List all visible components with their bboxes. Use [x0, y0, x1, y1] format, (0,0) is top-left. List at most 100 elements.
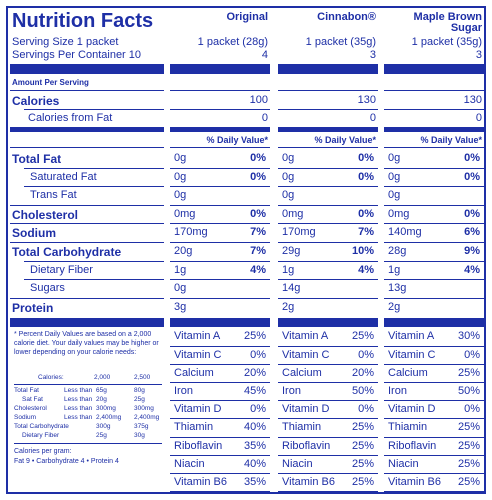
- vitamin-percent: 20%: [243, 366, 266, 379]
- separator-bar: [278, 318, 378, 328]
- vitamin-percent: 35%: [243, 476, 266, 488]
- divider-line: [384, 223, 484, 225]
- divider-line: [170, 242, 270, 243]
- foot-table-cell: 30g: [134, 432, 145, 440]
- divider-line: [384, 473, 484, 474]
- divider-line: [278, 147, 378, 148]
- calories-fat-value: 0: [261, 112, 268, 124]
- divider-line: [24, 167, 164, 169]
- nutrition-facts-panel: Nutrition Facts Serving Size 1 packet Se…: [6, 6, 486, 494]
- daily-value-header: % Daily Value*: [206, 135, 268, 145]
- nutrient-amount: 13g: [388, 282, 407, 295]
- divider-line: [278, 109, 378, 110]
- servings-per-container: Servings Per Container 10: [12, 49, 142, 61]
- nutrient-amount: 0mg: [388, 207, 410, 220]
- vitamin-percent: 25%: [457, 476, 480, 488]
- divider-line: [10, 297, 164, 299]
- vitamin-label: Vitamin B6: [174, 476, 227, 488]
- divider-line: [170, 109, 270, 110]
- vitamin-percent: 50%: [457, 385, 480, 397]
- divider-line: [170, 204, 270, 206]
- amount-per-serving: Amount Per Serving: [12, 78, 89, 87]
- column-header-maple: Maple Brown Sugar: [413, 11, 482, 34]
- divider-line: [278, 454, 378, 456]
- vitamin-label: Riboflavin: [174, 439, 223, 452]
- divider-line: [384, 382, 484, 383]
- calories-per-gram: Calories per gram:: [14, 448, 72, 456]
- calories-label: Calories: [12, 94, 60, 108]
- foot-table-cell: 375g: [134, 423, 149, 431]
- vitamin-percent: 25%: [457, 439, 480, 452]
- vitamin-label: Calcium: [174, 366, 214, 379]
- nutrient-percent: 9%: [464, 245, 480, 257]
- vitamin-percent: 25%: [351, 476, 374, 488]
- calories-value: 130: [357, 94, 376, 106]
- divider-line: [278, 204, 378, 206]
- nutrient-amount: 0g: [174, 152, 187, 164]
- divider-line: [278, 90, 378, 91]
- vitamin-label: Iron: [174, 385, 193, 397]
- vitamin-label: Vitamin D: [282, 403, 330, 416]
- nutrient-amount: 0g: [388, 189, 401, 202]
- foot-table-cell: Cholesterol: [14, 405, 47, 413]
- vitamin-label: Niacin: [174, 457, 205, 470]
- nutrient-amount: 0mg: [282, 207, 304, 220]
- separator-bar: [10, 64, 164, 74]
- nutrient-percent: 4%: [358, 263, 374, 276]
- nutrient-percent: 0%: [358, 170, 374, 183]
- foot-table-cell: 300g: [96, 423, 111, 431]
- divider-line: [384, 345, 484, 347]
- vitamin-label: Riboflavin: [282, 439, 331, 452]
- nutrient-label: Total Carbohydrate: [12, 245, 122, 259]
- separator-bar: [170, 64, 270, 74]
- divider-line: [384, 204, 484, 206]
- divider-line: [24, 186, 164, 188]
- vitamin-percent: 35%: [243, 439, 266, 452]
- vitamin-percent: 25%: [457, 421, 480, 434]
- divider-line: [384, 297, 484, 299]
- nutrient-amount: 0g: [282, 189, 295, 202]
- divider-line: [170, 363, 270, 365]
- divider-line: [170, 147, 270, 148]
- divider-line: [278, 382, 378, 383]
- vitamin-label: Vitamin D: [174, 403, 222, 416]
- divider-line: [278, 436, 378, 438]
- vitamin-label: Vitamin D: [388, 403, 436, 416]
- nutrient-percent: 4%: [464, 263, 480, 276]
- divider-line: [170, 297, 270, 299]
- vitamin-label: Thiamin: [282, 421, 322, 434]
- vitamin-label: Vitamin C: [388, 348, 436, 361]
- serving-size: Serving Size 1 packet: [12, 36, 119, 48]
- separator-bar: [278, 64, 378, 74]
- divider-line: [170, 167, 270, 169]
- divider-line: [170, 382, 270, 383]
- foot-table-cell: Less than: [64, 414, 93, 422]
- nutrient-label: Protein: [12, 300, 54, 315]
- vitamin-label: Vitamin B6: [282, 476, 335, 488]
- vitamin-percent: 30%: [457, 330, 480, 343]
- vitamin-label: Iron: [282, 385, 301, 397]
- nutrient-amount: 14g: [282, 282, 301, 295]
- foot-table-header: 2,500: [134, 374, 151, 382]
- nutrient-label: Cholesterol: [12, 207, 79, 222]
- divider-line: [278, 297, 378, 299]
- divider-line: [384, 147, 484, 148]
- divider-line: [24, 109, 164, 110]
- foot-table-cell: 80g: [134, 387, 145, 395]
- vitamin-percent: 0%: [250, 403, 266, 416]
- divider-line: [170, 186, 270, 188]
- nutrient-percent: 7%: [250, 226, 266, 239]
- divider-line: [384, 491, 484, 492]
- divider-line: [278, 260, 378, 262]
- divider-line: [10, 204, 164, 206]
- divider-line: [278, 418, 378, 420]
- vitamin-label: Thiamin: [388, 421, 428, 434]
- nutrient-percent: 4%: [250, 263, 266, 276]
- vitamin-label: Vitamin A: [388, 330, 435, 343]
- nutrient-amount: 0g: [174, 282, 187, 295]
- calories-fat-label: Calories from Fat: [28, 112, 113, 124]
- nutrient-percent: 7%: [358, 226, 374, 239]
- nutrient-percent: 0%: [250, 170, 266, 183]
- nutrient-label: Total Fat: [12, 152, 62, 166]
- vitamin-percent: 0%: [358, 403, 374, 416]
